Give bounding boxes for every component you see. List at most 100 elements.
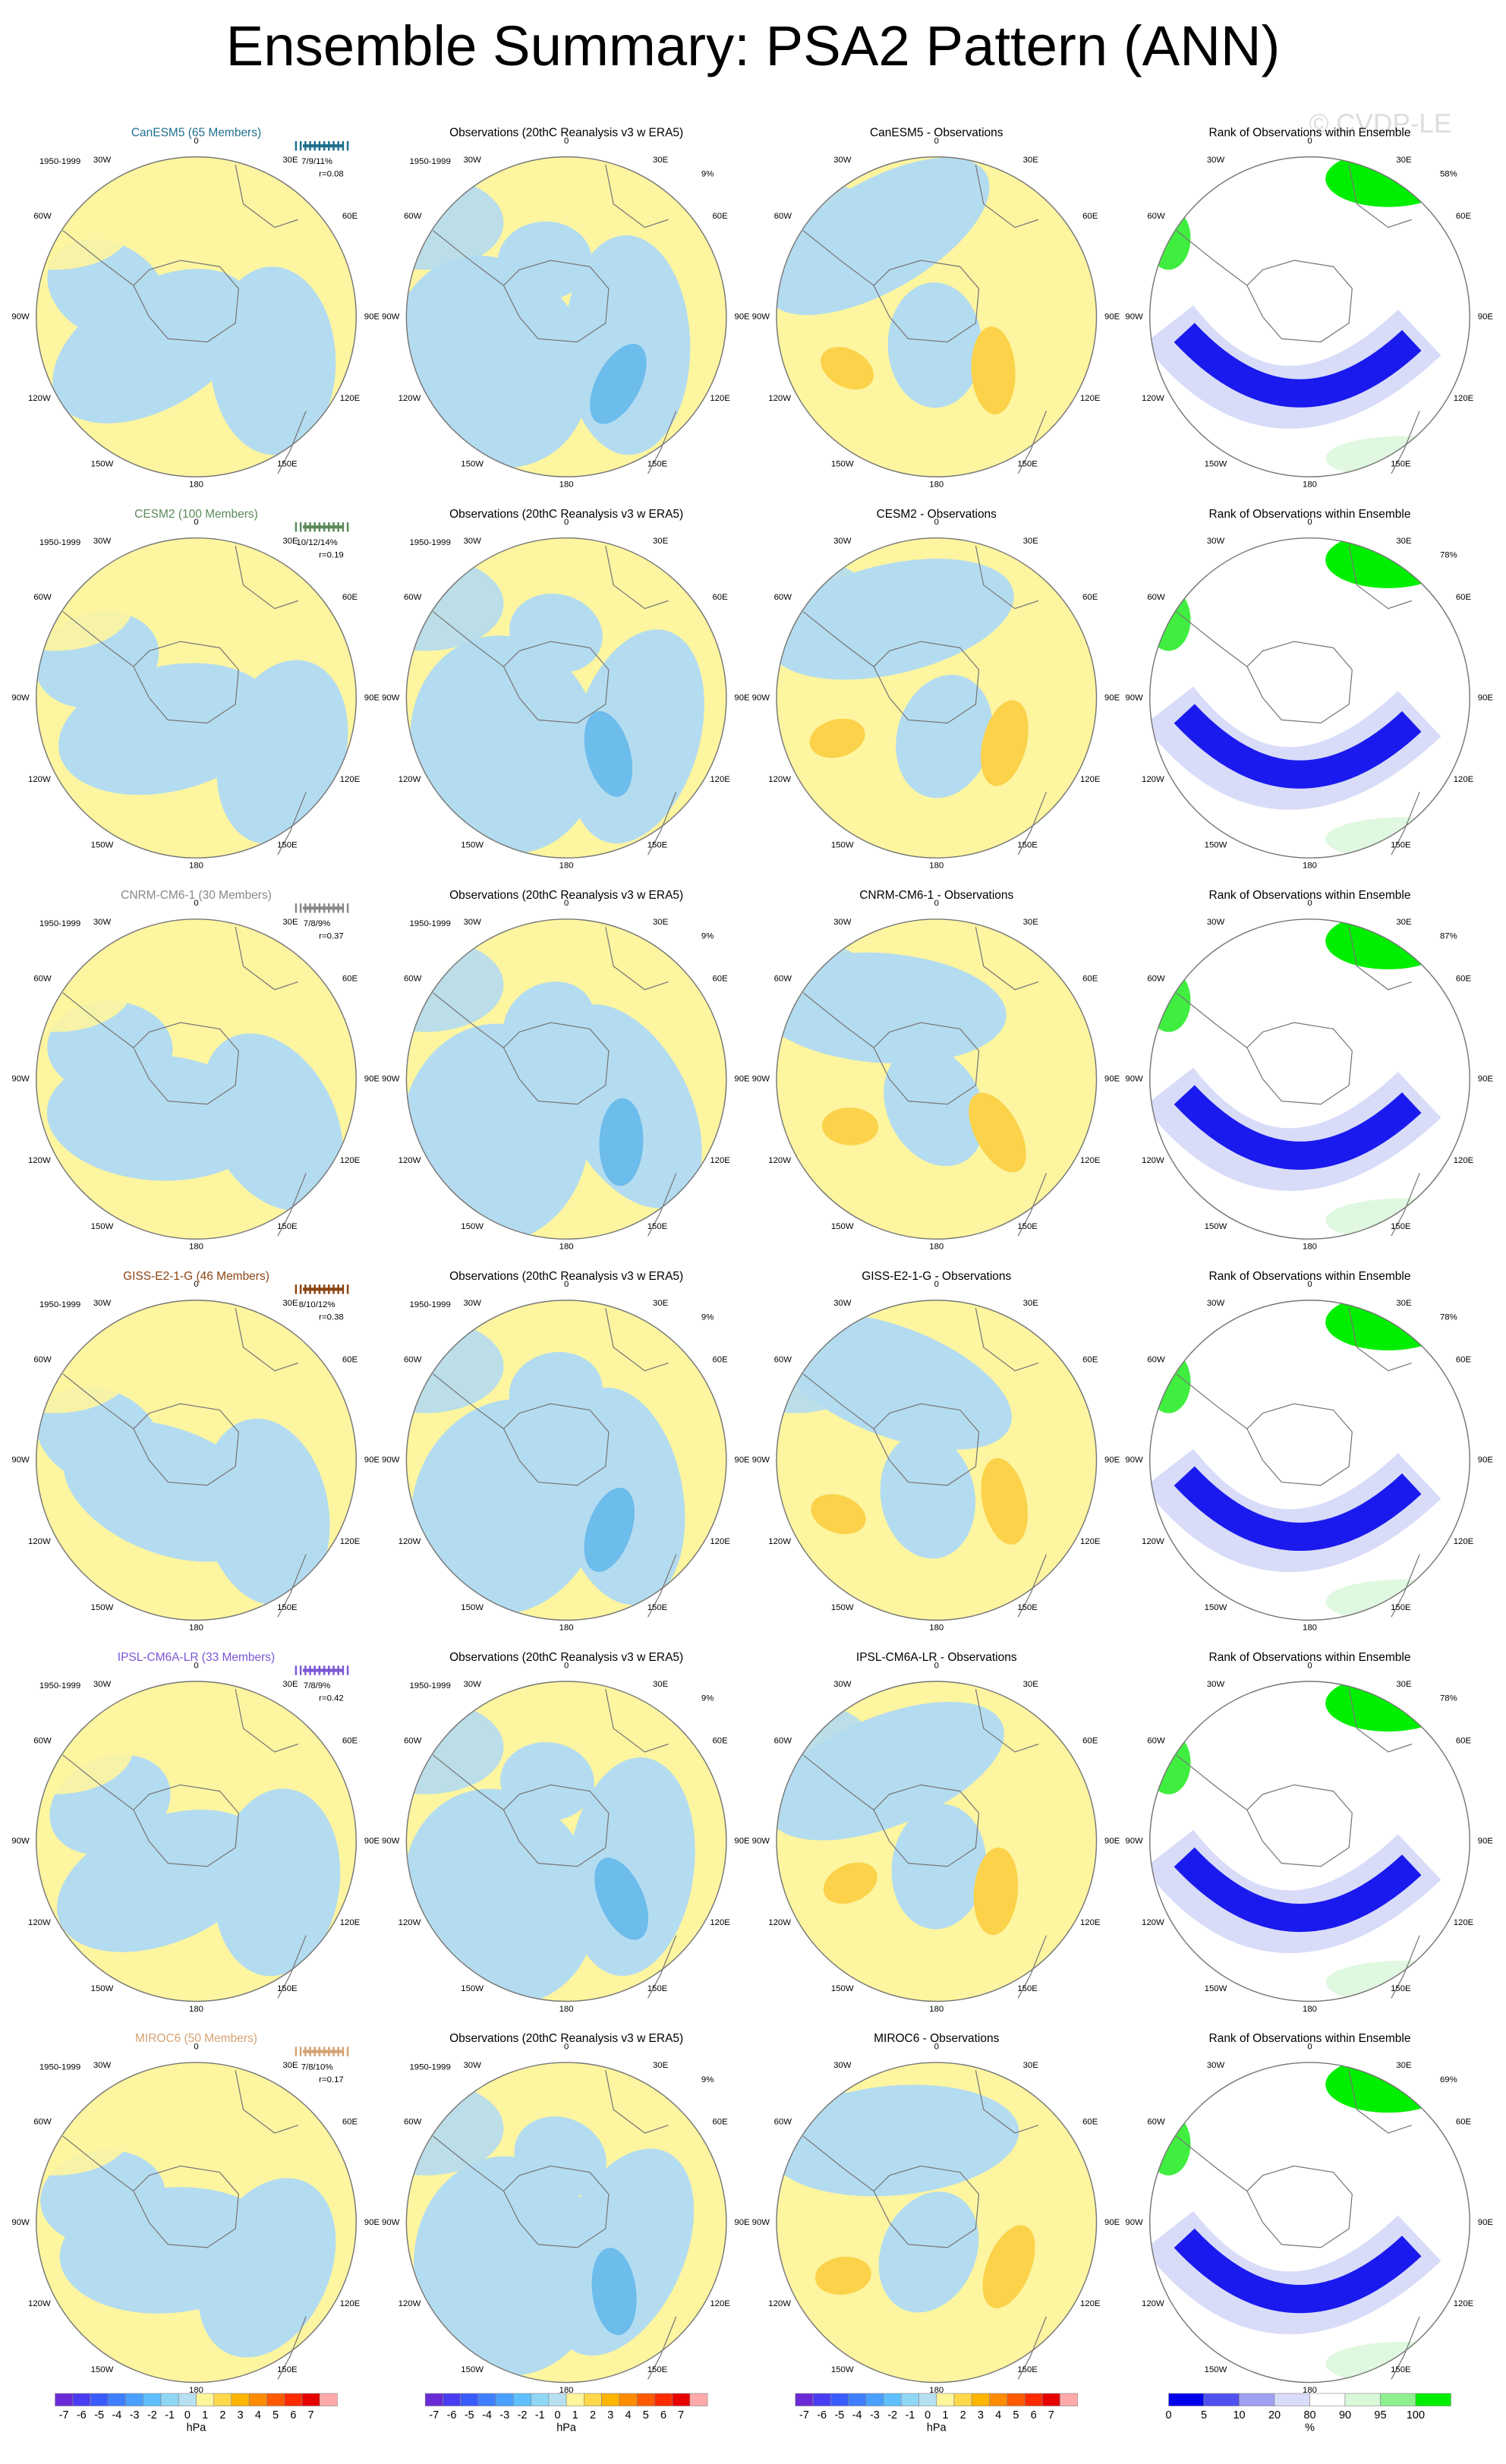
coastline [1176, 611, 1353, 724]
map-panel: 0 30E 60E 90E 120E 150E 180 150W 120W 90W 60W 30W Ra… [1125, 127, 1493, 490]
longitude-label: 90E [734, 1837, 750, 1846]
panel-title: CanESM5 (65 Members) [131, 127, 261, 140]
map-panel: 0 30E 60E 90E 120E 150E 180 150W 120W 90W 60W 30W Ob… [382, 508, 750, 871]
longitude-label: 30E [282, 156, 298, 165]
longitude-label: 90E [1478, 312, 1494, 321]
longitude-label: 150E [647, 841, 668, 850]
colorbar-label: 4 [995, 2409, 1001, 2421]
coastline [62, 230, 239, 343]
longitude-label: 60W [404, 2118, 422, 2127]
field-contour [891, 1804, 987, 1930]
map-panel: 0 30E 60E 90E 120E 150E 180 150W 120W 90W 60W 30W IP… [752, 1651, 1120, 2014]
rank-patch [1325, 1960, 1470, 2002]
longitude-label: 0 [934, 899, 939, 908]
panel-title: MIROC6 (50 Members) [135, 2032, 257, 2045]
map-panel: 0 30E 60E 90E 120E 150E 180 150W 120W 90W 60W 30W Ra… [1125, 889, 1493, 1252]
colorbar-box [55, 2393, 74, 2406]
longitude-label: 120E [340, 1537, 361, 1546]
longitude-label: 90W [752, 312, 770, 321]
longitude-label: 30E [653, 537, 669, 546]
colorbar-label: 5 [1013, 2409, 1019, 2421]
coastline [605, 1689, 677, 1999]
colorbar-box [460, 2393, 479, 2406]
longitude-label: 60E [342, 593, 358, 602]
period-label: 1950-1999 [410, 157, 451, 166]
colorbar-box [284, 2393, 303, 2406]
longitude-label: 150W [461, 2365, 484, 2374]
coastline [1348, 1689, 1420, 1999]
longitude-label: 120E [1080, 775, 1101, 784]
coastline [235, 545, 307, 855]
longitude-label: 0 [1307, 1661, 1312, 1670]
colorbar-box [1041, 2393, 1060, 2406]
longitude-label: 60W [33, 212, 52, 221]
longitude-label: 120W [1142, 2299, 1164, 2308]
rank-patch [1325, 2341, 1470, 2383]
colorbar-label: -1 [905, 2409, 915, 2421]
coastline [802, 2135, 980, 2248]
longitude-label: 60W [33, 1736, 52, 1745]
pattern-stats: 7/8/10% [301, 2062, 333, 2072]
colorbar-label: 0 [184, 2409, 191, 2421]
panel-title: CESM2 (100 Members) [134, 508, 258, 521]
coastline [975, 2070, 1047, 2380]
colorbar-box [1415, 2393, 1451, 2406]
field-contour [500, 1742, 594, 1821]
member-tick [346, 1284, 349, 1294]
longitude-label: 120W [768, 1156, 791, 1165]
longitude-label: 150W [461, 1984, 484, 1993]
field-contour [776, 1700, 874, 1794]
rank-patch [1325, 436, 1470, 477]
field-contour [776, 1319, 874, 1413]
colorbar-box [689, 2393, 708, 2406]
longitude-label: 150W [1205, 841, 1227, 850]
colorbar-label: -2 [147, 2409, 157, 2421]
longitude-label: 30E [653, 2061, 669, 2070]
longitude-label: 0 [1307, 899, 1312, 908]
longitude-label: 120E [710, 1156, 730, 1165]
longitude-label: 60E [1456, 1736, 1472, 1745]
map-border [1149, 1300, 1470, 1621]
longitude-label: 150E [647, 1222, 668, 1231]
field-contour [210, 266, 336, 455]
colorbar-label: -4 [852, 2409, 862, 2421]
map-border [405, 156, 727, 477]
colorbar-label: 6 [660, 2409, 666, 2421]
longitude-label: 180 [189, 1624, 203, 1633]
map-border [36, 2062, 357, 2384]
pattern-stats: 7/9/11% [301, 157, 332, 166]
colorbar-box [1344, 2393, 1381, 2406]
longitude-label: 0 [934, 1280, 939, 1289]
field-contour [594, 1857, 648, 1940]
longitude-label: 90W [11, 312, 30, 321]
longitude-label: 90W [11, 1837, 30, 1846]
longitude-label: 30W [833, 537, 852, 546]
map-panel: 0 30E 60E 90E 120E 150E 180 150W 120W 90W 60W 30W Ca… [11, 127, 380, 490]
coastline [433, 1373, 610, 1486]
longitude-label: 90W [11, 1075, 30, 1084]
longitude-label: 180 [559, 1624, 574, 1633]
rank-patch [1325, 918, 1451, 969]
field-contour [591, 2248, 637, 2336]
longitude-label: 150E [647, 460, 668, 469]
longitude-label: 120E [710, 775, 730, 784]
field-contour [216, 660, 348, 845]
longitude-label: 120W [28, 2299, 51, 2308]
longitude-label: 90E [734, 693, 750, 702]
colorbar-label: -3 [130, 2409, 140, 2421]
longitude-label: 30E [653, 1680, 669, 1689]
longitude-label: 180 [929, 862, 944, 871]
longitude-label: 0 [1307, 2042, 1312, 2051]
period-label: 1950-1999 [39, 1300, 80, 1309]
field-contour [406, 1700, 504, 1794]
coastline [433, 611, 610, 724]
colorbar-box [812, 2393, 831, 2406]
panel-title: MIROC6 - Observations [874, 2032, 999, 2045]
variance-percent: 9% [701, 932, 714, 941]
variance-percent: 9% [701, 1313, 714, 1322]
field-contour [509, 1352, 603, 1432]
longitude-label: 180 [559, 2386, 574, 2395]
member-tick [295, 1665, 298, 1675]
longitude-label: 90E [734, 2218, 750, 2227]
longitude-label: 90W [11, 1456, 30, 1465]
